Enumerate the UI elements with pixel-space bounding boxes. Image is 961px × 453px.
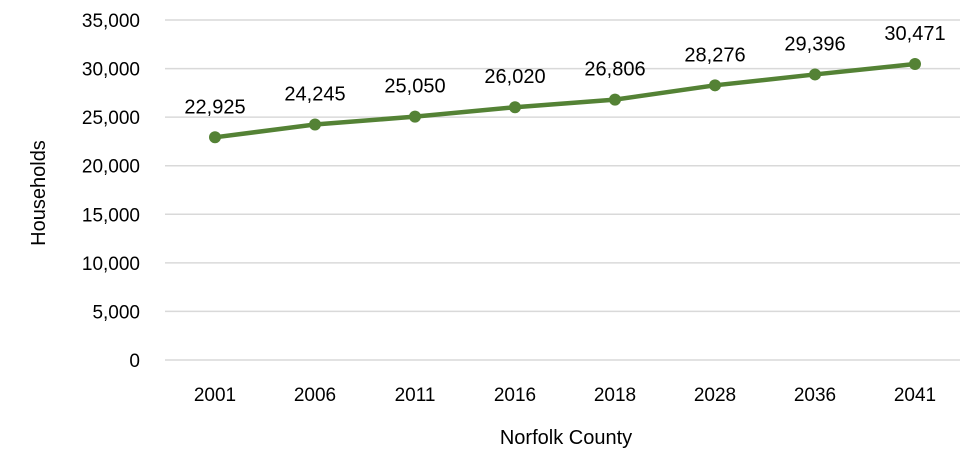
x-tick-label: 2006 xyxy=(294,385,336,406)
data-label: 24,245 xyxy=(284,83,345,105)
x-tick-label: 2036 xyxy=(794,385,836,406)
y-tick-label: 30,000 xyxy=(82,60,140,81)
y-tick-label: 25,000 xyxy=(82,108,140,129)
data-label: 26,806 xyxy=(584,59,645,81)
y-tick-label: 5,000 xyxy=(92,302,140,323)
data-label: 26,020 xyxy=(484,66,545,88)
x-tick-label: 2011 xyxy=(395,385,436,406)
x-axis-ticks: 2001 2006 2011 2016 2018 2028 2036 2041 xyxy=(194,385,936,406)
data-label: 28,276 xyxy=(684,44,745,66)
series-line-group xyxy=(209,57,921,144)
series-line xyxy=(212,61,918,140)
y-axis-ticks: 0 5,000 10,000 15,000 20,000 25,000 30,000 35,0… xyxy=(82,11,140,372)
y-tick-label: 35,000 xyxy=(82,11,140,32)
data-point xyxy=(209,131,221,144)
data-point xyxy=(909,57,921,70)
data-label: 30,471 xyxy=(884,23,945,45)
x-tick-label: 2018 xyxy=(594,385,636,406)
y-axis-title: Households xyxy=(28,140,50,246)
data-point xyxy=(609,93,621,106)
x-tick-label: 2016 xyxy=(494,385,536,406)
x-axis-title: Norfolk County xyxy=(500,427,632,449)
data-point xyxy=(709,79,721,92)
data-point xyxy=(409,110,421,123)
x-tick-label: 2041 xyxy=(894,385,936,406)
data-label: 22,925 xyxy=(184,96,245,118)
y-tick-label: 20,000 xyxy=(82,157,140,178)
gridlines xyxy=(165,19,960,361)
y-tick-label: 10,000 xyxy=(82,254,140,275)
data-point xyxy=(809,68,821,81)
data-point xyxy=(509,101,521,114)
y-tick-label: 15,000 xyxy=(82,205,140,226)
x-tick-label: 2001 xyxy=(194,385,236,406)
y-tick-label: 0 xyxy=(129,351,140,372)
data-label: 25,050 xyxy=(384,76,445,98)
data-label: 29,396 xyxy=(784,33,845,55)
data-point xyxy=(309,118,321,131)
data-labels: 22,925 24,245 25,050 26,020 26,806 28,276 29,3… xyxy=(184,23,945,118)
x-tick-label: 2028 xyxy=(694,385,736,406)
